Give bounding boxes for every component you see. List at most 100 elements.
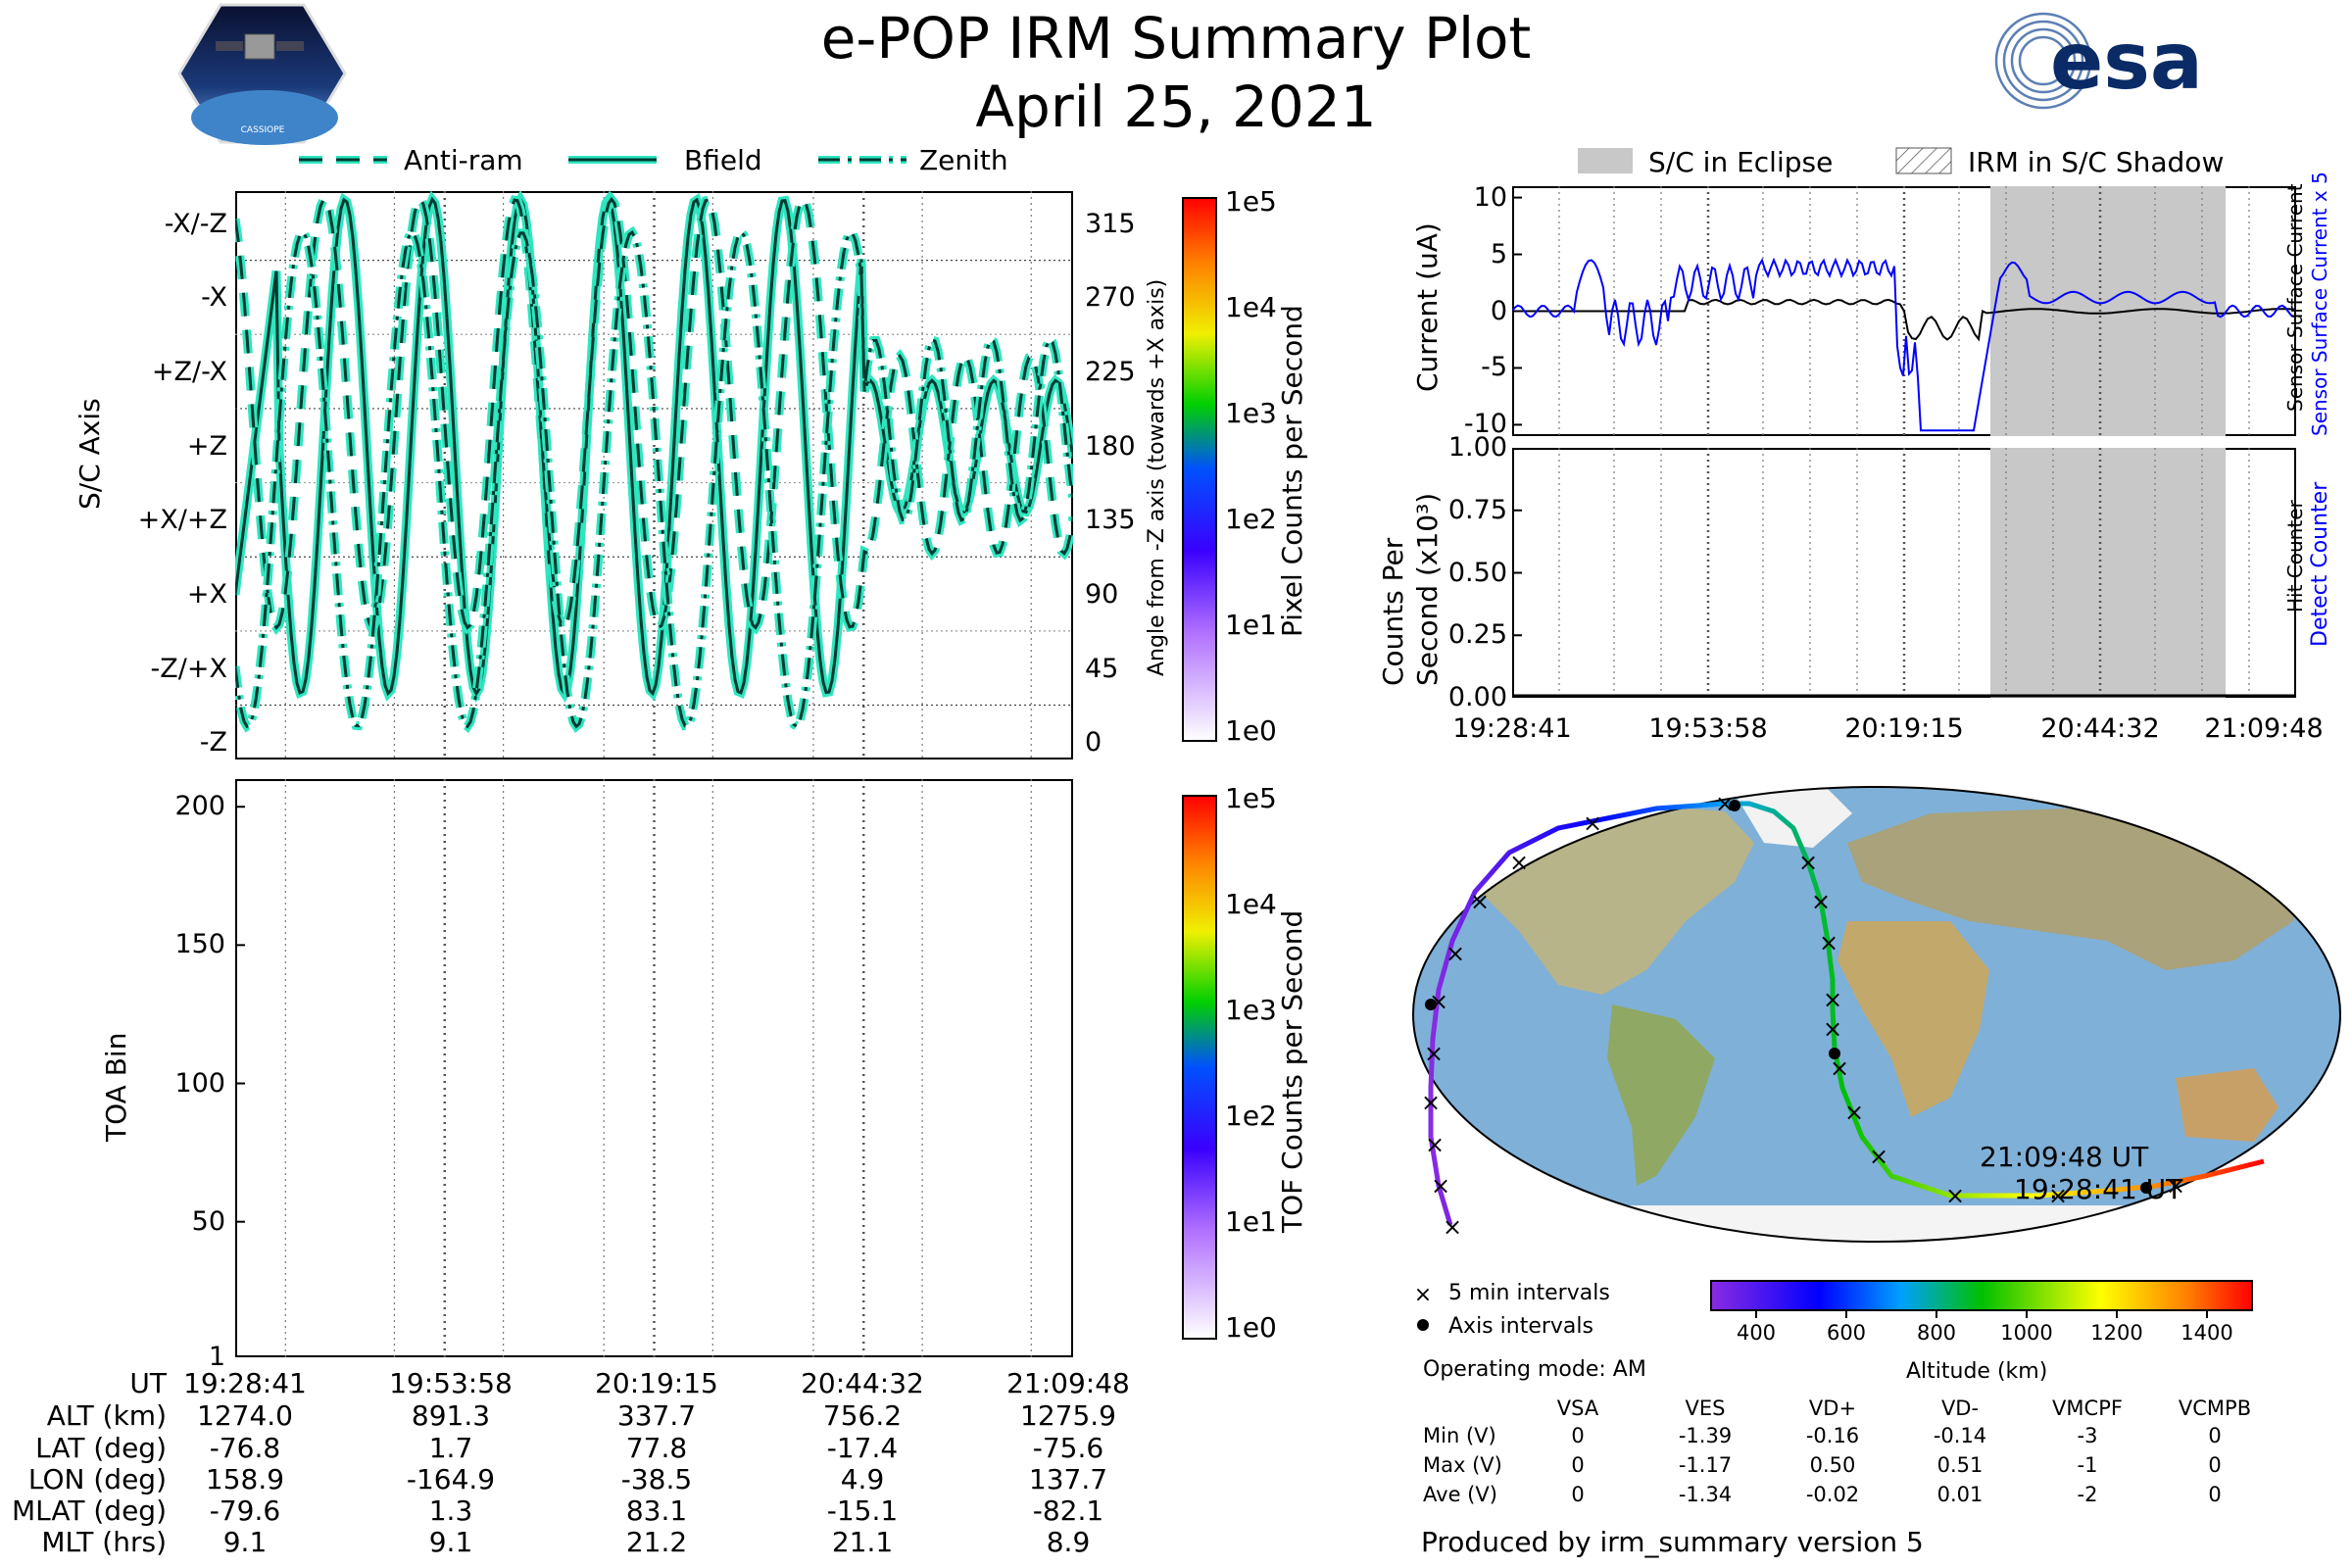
voltage-cell: -1.17 xyxy=(1678,1453,1733,1477)
ephem-row-label: LAT (deg) xyxy=(35,1432,167,1464)
ephem-cell: 19:28:41 xyxy=(183,1367,307,1399)
cassiope-logo-text: CASSIOPE xyxy=(241,125,285,135)
toa-tick: 150 xyxy=(174,929,225,960)
ephem-row-label: MLAT (deg) xyxy=(11,1494,167,1527)
voltage-cell: 0 xyxy=(2208,1453,2222,1477)
orbit-x-marker: × xyxy=(1844,1099,1864,1126)
sc-axis-legend: Anti-ram Bfield Zenith xyxy=(299,144,1008,176)
orbit-x-marker: × xyxy=(1715,790,1735,817)
legend-zenith: Zenith xyxy=(818,144,1008,176)
current-ylabel: Current (uA) xyxy=(1411,222,1444,392)
voltage-row-label: Min (V) xyxy=(1423,1424,1496,1447)
orbit-axis-dot xyxy=(1729,800,1740,811)
world-map: ×××××××××××××××××××× × × 21:09:48 UT 19:28… xyxy=(1412,786,2341,1243)
sc-left-tick: -Z/+X xyxy=(150,653,227,684)
orbit-x-marker: × xyxy=(1869,1143,1888,1170)
voltage-header: VES xyxy=(1685,1396,1726,1420)
altitude-tick: 1400 xyxy=(2180,1321,2232,1345)
ephem-cell: 1.3 xyxy=(428,1494,473,1527)
ephem-cell: 20:19:15 xyxy=(595,1367,718,1399)
continent-australia xyxy=(2176,1068,2278,1142)
tof-colorbar-label: TOF Counts per Second xyxy=(1276,909,1308,1233)
voltage-cell: -3 xyxy=(2077,1424,2098,1447)
orbit-x-marker: × xyxy=(1446,940,1465,967)
pixel-colorbar xyxy=(1182,197,1217,742)
counts-xtick: 21:09:48 xyxy=(2204,713,2324,744)
x-marker-icon: × xyxy=(1414,1283,1432,1307)
orbit-markers: ×××××××××××××××××××× × × xyxy=(1421,790,2185,1241)
ephem-cell: 337.7 xyxy=(616,1399,697,1432)
orbit-x-marker: × xyxy=(1425,1131,1445,1158)
voltage-header: VMCPF xyxy=(2052,1396,2123,1420)
voltage-header: VD+ xyxy=(1808,1396,1857,1420)
voltage-header: VCMPB xyxy=(2178,1396,2252,1420)
colorbar-tick: 1e4 xyxy=(1225,291,1277,323)
orbit-x-marker: × xyxy=(1811,888,1831,915)
sc-left-tick: -X/-Z xyxy=(164,208,227,239)
colorbar-tick: 1e1 xyxy=(1225,609,1277,641)
voltage-cell: -0.14 xyxy=(1933,1424,1987,1447)
ephem-cell: 891.3 xyxy=(411,1399,491,1432)
voltage-cell: -1 xyxy=(2077,1453,2098,1477)
colorbar-tick: 1e3 xyxy=(1225,994,1277,1026)
ephem-cell: -82.1 xyxy=(1032,1494,1104,1527)
counts-tick: 1.00 xyxy=(1447,432,1507,463)
ephem-cell: -17.4 xyxy=(826,1432,899,1464)
voltage-cell: 0 xyxy=(1571,1424,1585,1447)
voltage-cell: 0 xyxy=(2208,1483,2222,1506)
page-date: April 25, 2021 xyxy=(975,74,1377,140)
sc-right-tick: 0 xyxy=(1085,727,1102,759)
colorbar-tick: 1e4 xyxy=(1225,888,1277,920)
sc-right-tick: 135 xyxy=(1085,505,1136,536)
counts-plot xyxy=(1512,448,2296,698)
colorbar-tick: 1e1 xyxy=(1225,1205,1277,1238)
voltage-cell: -0.16 xyxy=(1805,1424,1860,1447)
toa-tick: 50 xyxy=(191,1205,225,1237)
orbit-track xyxy=(1428,801,2265,1226)
current-right-label-black: Sensor Surface Current xyxy=(2283,183,2307,412)
ephem-cell: 77.8 xyxy=(625,1432,688,1464)
orbit-x-marker: × xyxy=(1470,888,1490,915)
sc-left-tick: +Z xyxy=(186,430,227,462)
sc-right-tick: 180 xyxy=(1085,430,1136,462)
voltage-cell: -1.34 xyxy=(1678,1483,1733,1506)
ephem-cell: -76.8 xyxy=(209,1432,281,1464)
counts-tick: 0.25 xyxy=(1447,619,1507,651)
map-end-label: 21:09:48 UT xyxy=(1980,1141,2149,1173)
sc-axis-plot xyxy=(235,191,1073,760)
svg-text:Bfield: Bfield xyxy=(684,144,762,176)
toa-plot xyxy=(235,779,1073,1357)
voltage-cell: -0.02 xyxy=(1805,1483,1860,1506)
orbit-x-marker: × xyxy=(2048,1182,2068,1209)
voltage-table: VSA VES VD+ VD- VMCPF VCMPB Min (V) 0 -1.39 -0.16… xyxy=(1411,1396,2293,1514)
ephemeris-table: UT ALT (km) LAT (deg) LON (deg) MLAT (deg) ML… xyxy=(0,1367,1176,1563)
counts-tick: 0.75 xyxy=(1447,494,1507,525)
counts-xtick: 19:28:41 xyxy=(1452,713,1572,744)
sc-left-tick: -X xyxy=(201,282,227,314)
page-title: e-POP IRM Summary Plot xyxy=(820,5,1532,72)
altitude-tick: 400 xyxy=(1737,1321,1776,1345)
ephem-cell: -38.5 xyxy=(620,1463,693,1495)
orbit-x-marker: × xyxy=(1424,1040,1444,1067)
sensor-current-x5-line xyxy=(1512,257,2295,432)
colorbar-tick: 1e2 xyxy=(1225,1100,1277,1132)
voltage-cell: 0.51 xyxy=(1936,1453,1984,1477)
sc-left-tick: +X/+Z xyxy=(137,505,227,536)
pixel-colorbar-label: Pixel Counts per Second xyxy=(1276,305,1308,637)
ephem-cell: 20:44:32 xyxy=(801,1367,924,1399)
ephem-cell: -75.6 xyxy=(1032,1432,1104,1464)
toa-tick: 200 xyxy=(174,791,225,822)
sc-left-tick: -Z xyxy=(199,727,227,759)
counts-xtick: 19:53:58 xyxy=(1648,713,1768,744)
orbit-axis-dot xyxy=(1425,999,1437,1010)
tof-colorbar xyxy=(1182,795,1217,1340)
orbit-axis-dot xyxy=(1829,1048,1840,1059)
ephem-cell: 1.7 xyxy=(428,1432,473,1464)
continent-antarctica xyxy=(1413,1205,2340,1242)
orbit-axis-dot xyxy=(2140,1182,2152,1194)
ephem-cell: 756.2 xyxy=(822,1399,903,1432)
counts-tick: 0.00 xyxy=(1447,682,1507,712)
map-start-label: 19:28:41 UT xyxy=(2014,1173,2183,1205)
orbit-x-marker: × xyxy=(2166,1172,2185,1200)
sc-right-tick: 270 xyxy=(1085,282,1136,314)
